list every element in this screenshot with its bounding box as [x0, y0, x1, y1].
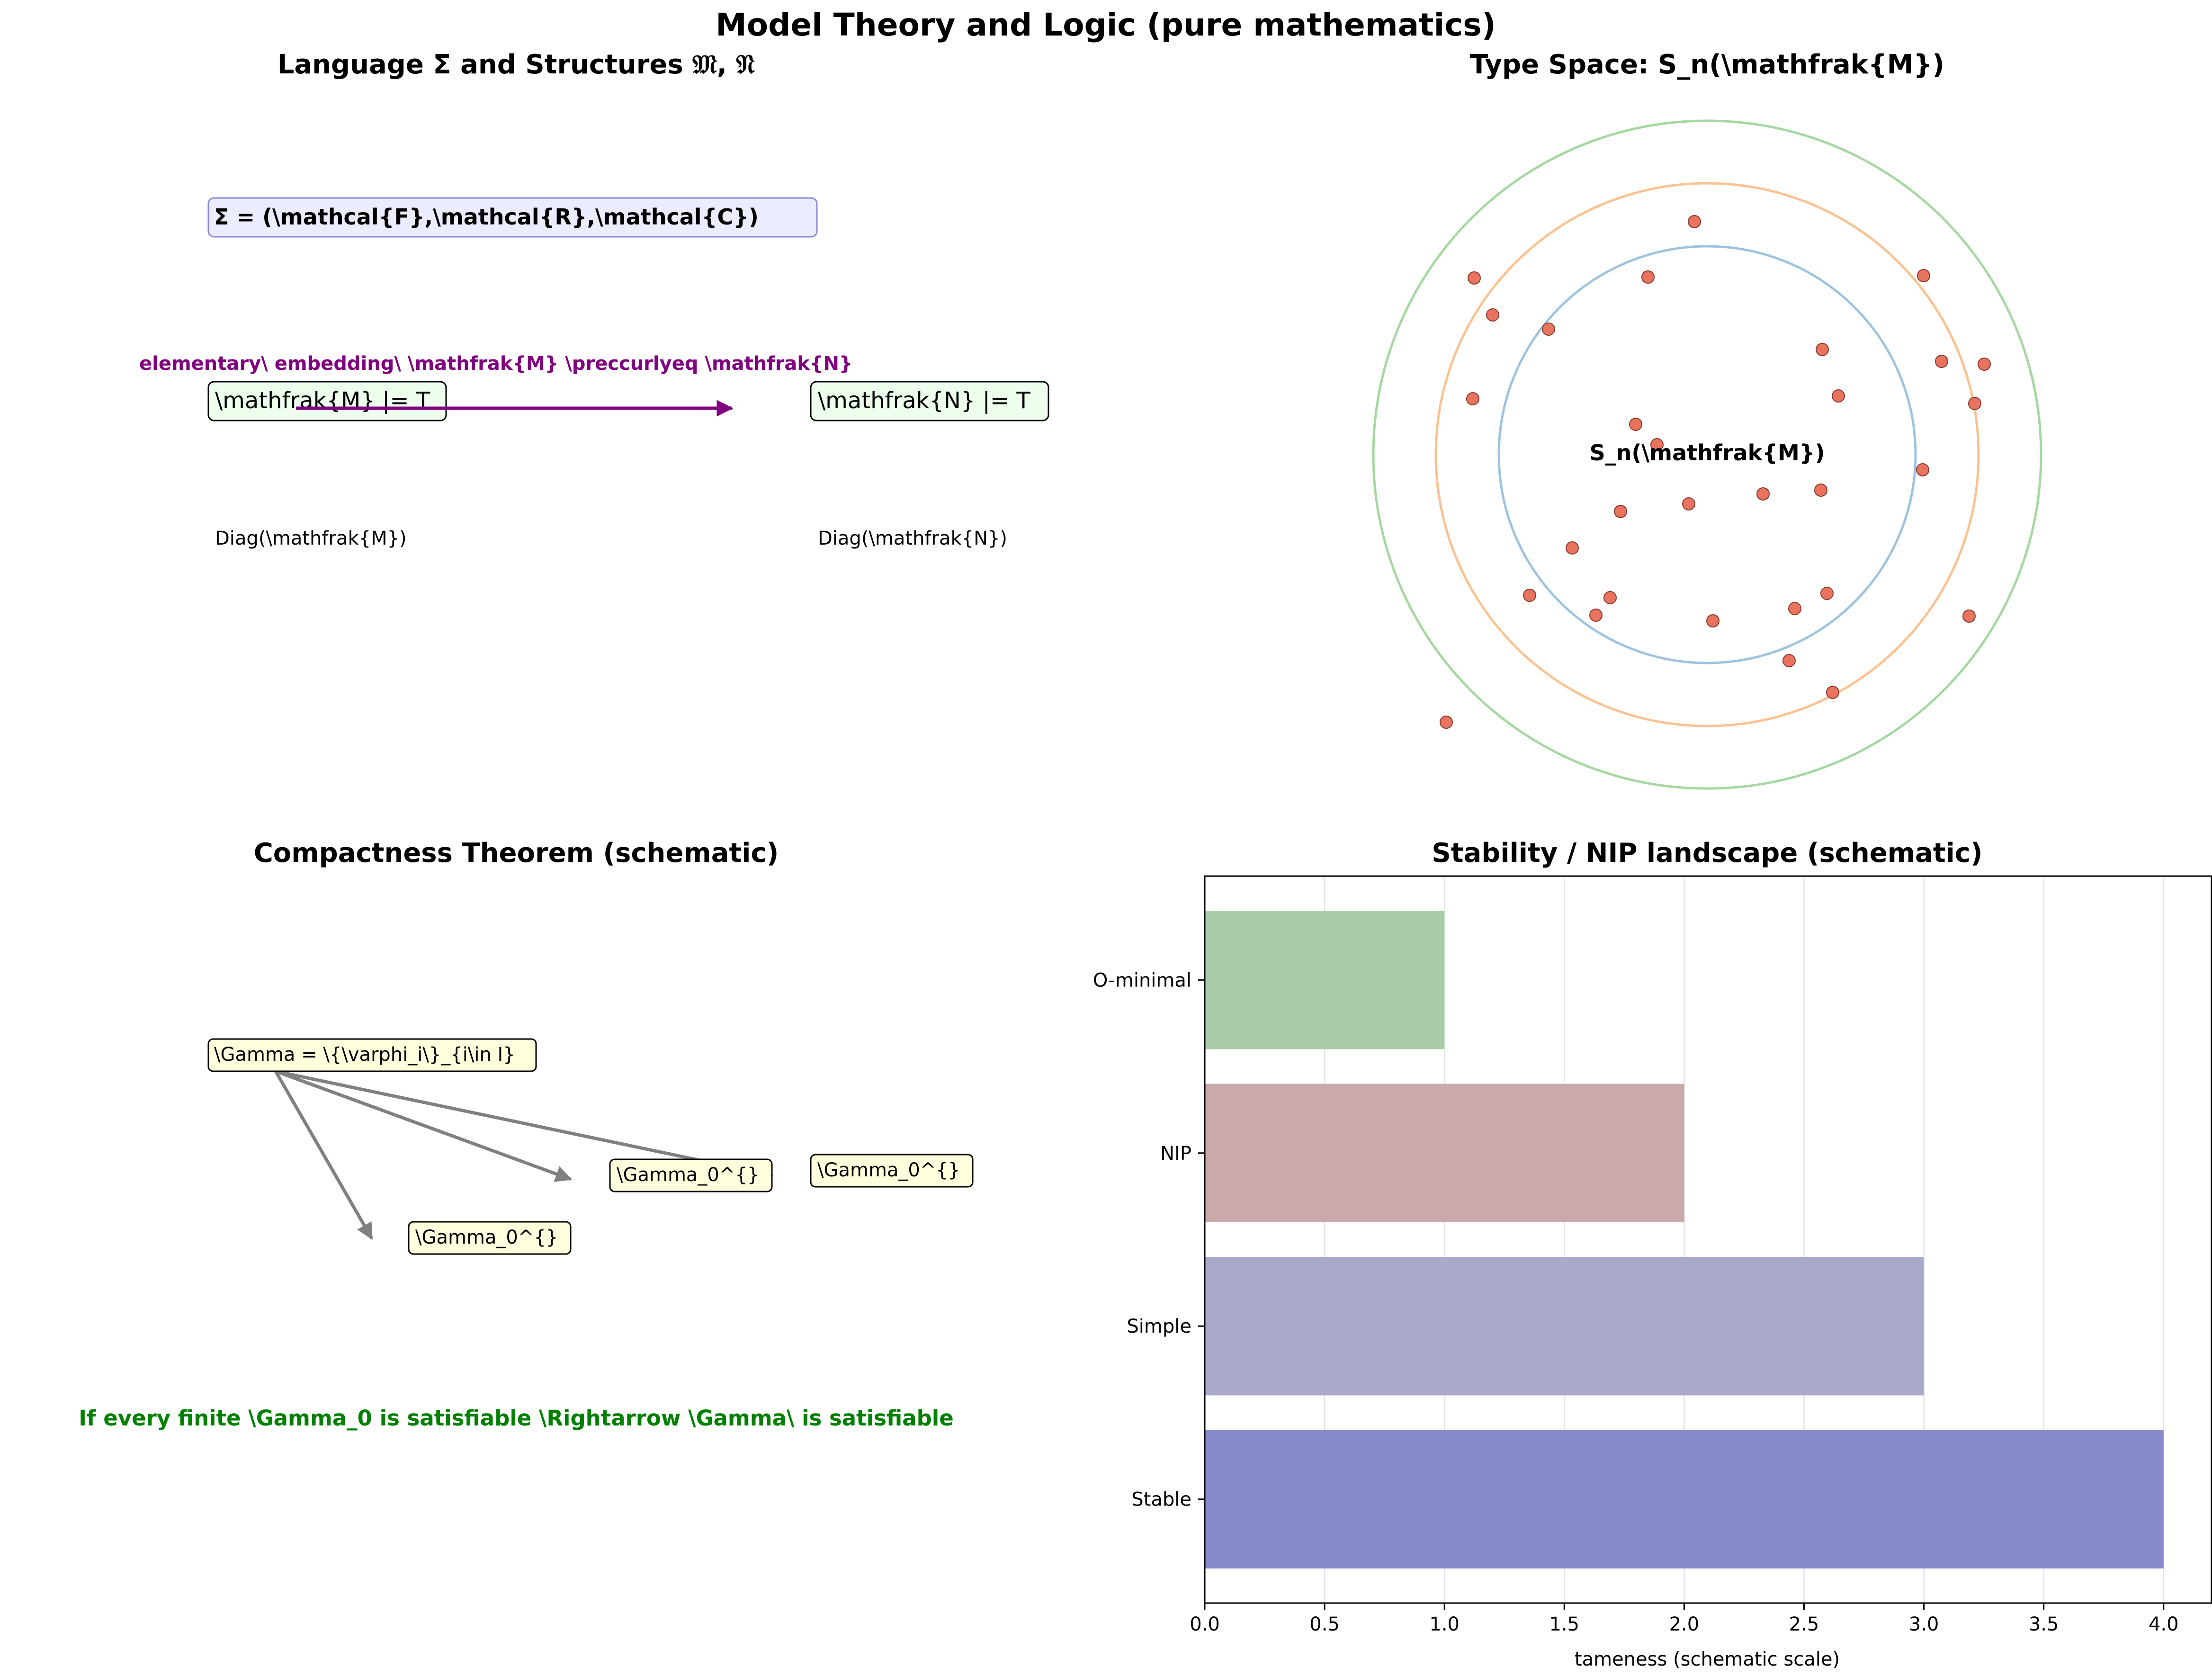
diag-n-label: Diag(\mathfrak{N}): [818, 528, 1007, 549]
structure-n-label: \mathfrak{N} |= T: [818, 387, 1030, 414]
subset-label-1: \Gamma_0^{}: [415, 1227, 558, 1248]
type-point: [1788, 602, 1801, 615]
type-point: [1820, 587, 1834, 600]
chart-y-tick-label: O-minimal: [1093, 969, 1191, 991]
embedding-label: elementary\ embedding\ \mathfrak{M} \pre…: [139, 353, 852, 375]
gamma-box: \Gamma = \{\varphi_i\}_{i\in I}: [207, 1038, 537, 1072]
chart-title: Stability / NIP landscape (schematic): [1432, 838, 1982, 869]
type-point: [1468, 271, 1481, 285]
type-ring-middle: [1434, 182, 1980, 727]
panel-stability: Stability / NIP landscape (schematic) 0.…: [1093, 838, 2212, 1670]
chart-y-tick-label: NIP: [1160, 1143, 1191, 1165]
diag-m-label: Diag(\mathfrak{M}): [215, 528, 407, 549]
panel-language-title: Language Σ and Structures 𝔐, 𝔑: [278, 49, 755, 80]
chart-x-axis-label: tameness (schematic scale): [1575, 1649, 1840, 1670]
chart-x-tick-label: 2.0: [1669, 1613, 1700, 1635]
chart-x-tick-label: 1.0: [1429, 1613, 1460, 1635]
subset-label-2: \Gamma_0^{}: [617, 1164, 759, 1186]
type-point: [1968, 397, 1981, 410]
panel-types: Type Space: S_n(\mathfrak{M}) S_n(\mathf…: [1372, 49, 2042, 790]
type-point: [1629, 418, 1642, 431]
figure-title: Model Theory and Logic (pure mathematics…: [716, 7, 1496, 43]
chart-x-tick-label: 1.5: [1549, 1613, 1579, 1635]
type-space-center-label: S_n(\mathfrak{M}): [1589, 440, 1825, 466]
type-point: [1440, 716, 1453, 729]
signature-label: Σ = (\mathcal{F},\mathcal{R},\mathcal{C}…: [214, 204, 759, 230]
type-points: [1440, 215, 1991, 729]
compactness-arrow-1: [274, 1070, 374, 1240]
chart-x-tick-label: 3.5: [2029, 1613, 2059, 1635]
type-point: [1935, 355, 1948, 368]
type-point: [1826, 686, 1839, 699]
structure-m-label: \mathfrak{M} |= T: [215, 387, 430, 414]
compactness-conclusion: If every finite \Gamma_0 is satisfiable …: [79, 1406, 954, 1431]
type-point: [1641, 270, 1655, 284]
structure-n-box: \mathfrak{N} |= T: [810, 381, 1049, 421]
subset-box-2: \Gamma_0^{}: [609, 1158, 773, 1192]
chart-frame: [1204, 875, 2212, 1604]
signature-box: Σ = (\mathcal{F},\mathcal{R},\mathcal{C}…: [207, 197, 818, 238]
type-point: [1589, 609, 1603, 622]
compactness-arrow-2: [275, 1069, 573, 1182]
type-point: [1566, 541, 1579, 555]
chart-x-tick-label: 0.0: [1190, 1613, 1220, 1635]
type-ring-inner: [1497, 245, 1917, 664]
type-point: [1814, 484, 1827, 497]
chart-y-axis: Stable Simple NIP O-minimal: [1093, 969, 1205, 1511]
panel-compactness: Compactness Theorem (schematic) \Gamma =…: [79, 838, 974, 1431]
type-point: [1917, 269, 1930, 282]
type-point: [1756, 487, 1770, 501]
bar-simple: [1205, 1257, 1924, 1396]
type-point: [1603, 591, 1617, 604]
chart-bars: [1205, 911, 2164, 1568]
type-point: [1816, 343, 1829, 356]
compactness-arrow-3: [275, 1069, 774, 1181]
panel-types-title: Type Space: S_n(\mathfrak{M}): [1470, 49, 1944, 80]
subset-box-3: \Gamma_0^{}: [810, 1154, 974, 1188]
bar-stable: [1205, 1430, 2164, 1568]
chart-x-axis: 0.0 0.5 1.0 1.5 2.0 2.5 3.0 3.5 4.0: [1190, 1603, 2179, 1635]
type-point: [1614, 505, 1627, 518]
type-point: [1832, 389, 1845, 403]
type-point: [1486, 308, 1499, 322]
chart-x-tick-label: 0.5: [1309, 1613, 1340, 1635]
bar-nip: [1205, 1084, 1684, 1222]
chart-x-tick-label: 2.5: [1789, 1613, 1819, 1635]
subset-label-3: \Gamma_0^{}: [817, 1159, 960, 1181]
type-point: [1916, 463, 1929, 476]
subset-box-1: \Gamma_0^{}: [408, 1221, 572, 1255]
chart-y-tick-label: Simple: [1127, 1316, 1191, 1337]
bar-o-minimal: [1205, 911, 1445, 1049]
type-point: [1542, 323, 1555, 336]
structure-m-box: \mathfrak{M} |= T: [207, 381, 447, 421]
panel-language: Language Σ and Structures 𝔐, 𝔑 Σ = (\mat…: [139, 49, 1049, 549]
type-point: [1650, 438, 1664, 451]
type-point: [1782, 654, 1796, 667]
chart-x-tick-label: 4.0: [2149, 1613, 2179, 1635]
panel-compactness-title: Compactness Theorem (schematic): [254, 838, 779, 869]
type-point: [1962, 609, 1976, 623]
type-point: [1682, 497, 1695, 511]
chart-x-tick-label: 3.0: [1909, 1613, 1939, 1635]
chart-y-tick-label: Stable: [1131, 1489, 1191, 1511]
gamma-label: \Gamma = \{\varphi_i\}_{i\in I}: [214, 1044, 515, 1066]
type-point: [1688, 215, 1701, 228]
type-point: [1978, 358, 1991, 371]
type-ring-outer: [1372, 119, 2042, 790]
type-point: [1523, 589, 1536, 602]
type-point: [1706, 614, 1719, 627]
type-point: [1466, 392, 1479, 405]
